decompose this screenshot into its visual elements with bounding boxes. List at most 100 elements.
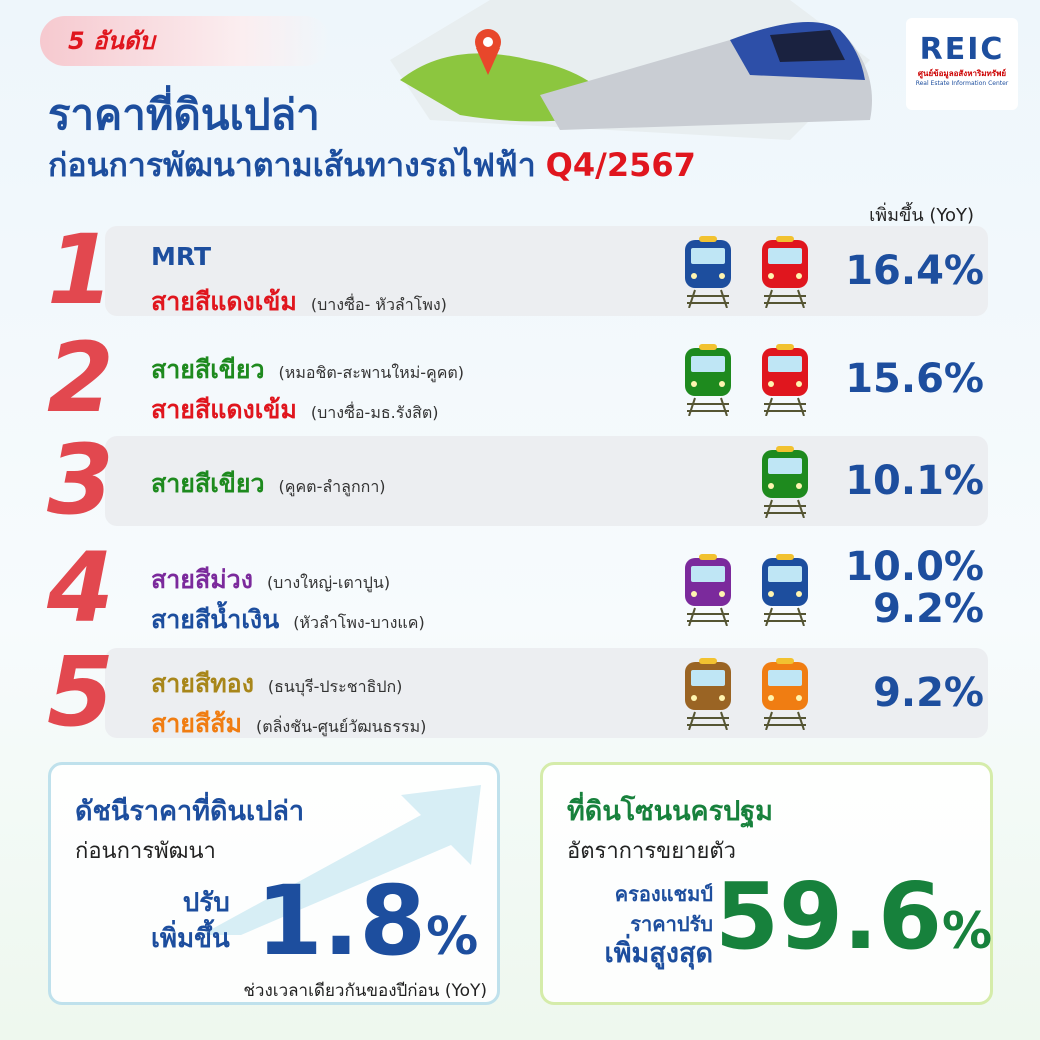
train-light xyxy=(691,273,697,279)
change-values: 16.4% xyxy=(845,250,984,292)
logo-en: Real Estate Information Center xyxy=(915,80,1009,87)
change-values: 9.2% xyxy=(873,672,984,714)
change-value: 15.6% xyxy=(845,356,984,402)
map-train-illustration xyxy=(390,0,872,140)
line-name: สายสีเขียว xyxy=(151,469,265,498)
train-icon xyxy=(685,236,731,308)
train-light xyxy=(796,483,802,489)
rank-number: 1 xyxy=(47,214,114,326)
line-entry: สายสีม่วง (บางใหญ่-เตาปูน) xyxy=(151,560,390,600)
train-rails xyxy=(687,607,729,626)
card-label: ปรับเพิ่มขึ้น xyxy=(151,885,230,957)
line-name: MRT xyxy=(151,242,212,271)
train-icon xyxy=(762,446,808,518)
train-rails xyxy=(687,289,729,308)
label-line: เพิ่มขึ้น xyxy=(151,924,230,954)
train-window xyxy=(768,458,802,474)
logo-text: REIC xyxy=(919,32,1005,67)
rank-number: 4 xyxy=(47,532,114,644)
train-light xyxy=(719,695,725,701)
change-value: 10.0% xyxy=(845,544,984,590)
train-icon xyxy=(685,658,731,730)
rank-number: 3 xyxy=(47,424,114,536)
line-name: สายสีส้ม xyxy=(151,709,242,738)
subtitle: ก่อนการพัฒนาตามเส้นทางรถไฟฟ้า xyxy=(48,146,536,184)
train-light xyxy=(768,695,774,701)
train-rails xyxy=(687,711,729,730)
rank-row: 4 สายสีม่วง (บางใหญ่-เตาปูน) สายสีน้ำเงิน (ห… xyxy=(47,532,988,644)
column-header: เพิ่มขึ้น (YoY) xyxy=(869,205,974,226)
train-window xyxy=(768,670,802,686)
change-value: 10.1% xyxy=(845,458,984,504)
card-value-wrap: 59.6% xyxy=(715,863,992,970)
logo-sub: ศูนย์ข้อมูลอสังหาริมทรัพย์ xyxy=(917,69,1007,78)
train-light xyxy=(719,591,725,597)
train-window xyxy=(691,670,725,686)
train-light xyxy=(719,381,725,387)
train-icon xyxy=(762,658,808,730)
train-icon xyxy=(762,236,808,308)
train-icon xyxy=(762,554,808,626)
line-entry: สายสีส้ม (ตลิ่งชัน-ศูนย์วัฒนธรรม) xyxy=(151,704,426,744)
line-entry: สายสีแดงเข้ม (บางซื่อ-มธ.รังสิต) xyxy=(151,390,439,430)
line-entry: MRT xyxy=(151,242,211,271)
train-icon xyxy=(762,344,808,416)
line-name: สายสีแดงเข้ม xyxy=(151,395,297,424)
train-light xyxy=(691,591,697,597)
train-rails xyxy=(764,499,806,518)
train-top xyxy=(699,236,717,242)
card-value-wrap: 1.8% xyxy=(256,865,478,977)
rank-number: 5 xyxy=(47,636,114,748)
train-window xyxy=(691,356,725,372)
train-top xyxy=(776,344,794,350)
label-line: ราคาปรับ xyxy=(630,912,713,936)
train-rails xyxy=(764,607,806,626)
train-rails xyxy=(764,711,806,730)
card-label: ครองแชมป์ ราคาปรับ เพิ่มสูงสุด xyxy=(573,879,713,969)
card-title: ที่ดินโซนนครปฐม xyxy=(567,796,773,827)
card-title: ดัชนีราคาที่ดินเปล่า xyxy=(75,796,305,827)
train-light xyxy=(768,273,774,279)
train-rails xyxy=(764,397,806,416)
train-rails xyxy=(687,397,729,416)
train-top xyxy=(699,554,717,560)
line-route: (บางซื่อ-มธ.รังสิต) xyxy=(310,403,439,422)
card-unit: % xyxy=(942,902,993,960)
subtitle-line: ก่อนการพัฒนาตามเส้นทางรถไฟฟ้า Q4/2567 xyxy=(48,140,696,191)
train-top xyxy=(776,554,794,560)
train-icon xyxy=(685,554,731,626)
card-note: ช่วงเวลาเดียวกันของปีก่อน (YoY) xyxy=(243,981,487,1001)
train-window xyxy=(691,566,725,582)
change-values: 10.1% xyxy=(845,460,984,502)
rank-row: 1 MRT สายสีแดงเข้ม (บางซื่อ- หัวลำโพง) 16.4% xyxy=(47,214,988,326)
zone-card: ที่ดินโซนนครปฐม อัตราการขยายตัว ครองแชมป… xyxy=(540,762,993,1005)
train-light xyxy=(691,381,697,387)
rank-row: 3 สายสีเขียว (คูคต-ลำลูกกา) 10.1% xyxy=(47,424,988,536)
train-window xyxy=(768,566,802,582)
line-route: (บางใหญ่-เตาปูน) xyxy=(266,573,391,592)
train-light xyxy=(719,273,725,279)
line-route: (หัวลำโพง-บางแค) xyxy=(293,613,425,632)
train-light xyxy=(796,381,802,387)
line-route: (หมอชิต-สะพานใหม่-คูคต) xyxy=(278,363,465,382)
period: Q4/2567 xyxy=(545,146,696,184)
label-line: เพิ่มสูงสุด xyxy=(604,938,713,969)
train-top xyxy=(776,658,794,664)
line-entry: สายสีแดงเข้ม (บางซื่อ- หัวลำโพง) xyxy=(151,282,447,322)
line-name: สายสีม่วง xyxy=(151,565,253,594)
train-top xyxy=(776,446,794,452)
rank-row: 5 สายสีทอง (ธนบุรี-ประชาธิปก) สายสีส้ม (ตลิ่… xyxy=(47,636,988,748)
train-window xyxy=(768,248,802,264)
train-top xyxy=(699,344,717,350)
line-name: สายสีน้ำเงิน xyxy=(151,605,280,634)
title: ราคาที่ดินเปล่า xyxy=(48,90,320,139)
train-top xyxy=(776,236,794,242)
card-unit: % xyxy=(426,907,479,967)
train-window xyxy=(691,248,725,264)
line-name: สายสีแดงเข้ม xyxy=(151,287,297,316)
card-subtitle: อัตราการขยายตัว xyxy=(567,839,736,864)
train-light xyxy=(796,695,802,701)
label-line: ปรับ xyxy=(182,888,230,918)
train-light xyxy=(768,483,774,489)
card-subtitle: ก่อนการพัฒนา xyxy=(75,839,216,864)
